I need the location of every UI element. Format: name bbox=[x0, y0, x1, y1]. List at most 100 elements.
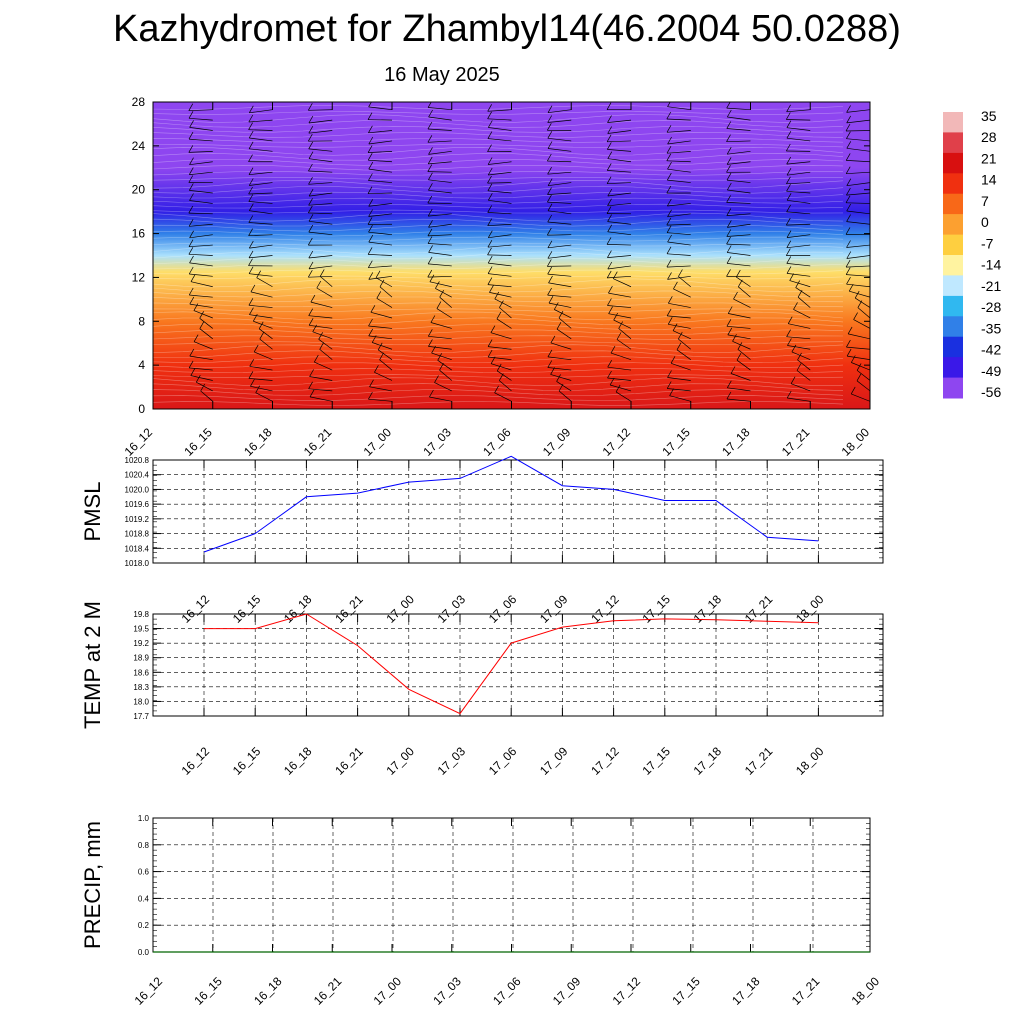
wind-barb bbox=[667, 315, 691, 319]
wind-barb-flag bbox=[786, 329, 791, 337]
wind-barb-flag bbox=[427, 121, 433, 130]
wind-barb bbox=[153, 390, 154, 391]
wind-barb bbox=[558, 390, 572, 402]
wind-barb-flag bbox=[248, 114, 254, 123]
wind-barb-flag bbox=[786, 390, 792, 399]
y-axis-title: TEMP at 2 M bbox=[80, 601, 105, 729]
wind-barb-flag bbox=[726, 236, 731, 245]
contour-line bbox=[153, 197, 844, 204]
wind-barb-flag bbox=[550, 367, 555, 375]
wind-barb-flag bbox=[368, 328, 374, 337]
wind-barb-flag bbox=[845, 227, 851, 235]
wind-barb bbox=[851, 362, 870, 371]
wind-barb bbox=[726, 107, 751, 111]
wind-barb bbox=[547, 148, 572, 152]
wind-barb-flag bbox=[307, 134, 313, 142]
wind-barb-flag bbox=[189, 255, 194, 264]
wind-barb bbox=[248, 171, 273, 176]
wind-barb-flag bbox=[428, 220, 433, 228]
wind-barb bbox=[795, 287, 811, 298]
contour-line bbox=[153, 218, 844, 227]
wind-barb-flag bbox=[248, 105, 254, 113]
wind-barb-flag bbox=[193, 334, 199, 342]
wind-barb bbox=[678, 276, 691, 288]
wind-barb bbox=[308, 170, 333, 173]
wind-barb bbox=[668, 323, 691, 329]
y-tick-label: 1019.2 bbox=[125, 515, 150, 524]
colorbar-swatch bbox=[943, 234, 963, 256]
wind-barb-flag bbox=[606, 270, 612, 279]
wind-barb bbox=[428, 223, 452, 228]
wind-barb bbox=[308, 212, 333, 215]
wind-barb-flag bbox=[726, 229, 732, 237]
wind-barb bbox=[368, 213, 393, 217]
x-tick-label: 18_00 bbox=[793, 744, 827, 778]
wind-barb bbox=[607, 182, 632, 185]
wind-barb-flag bbox=[487, 255, 493, 264]
wind-barb bbox=[377, 349, 393, 360]
wind-barb bbox=[189, 262, 213, 267]
wind-barb bbox=[608, 292, 632, 298]
wind-barb-flag bbox=[308, 198, 313, 206]
wind-barb-flag bbox=[547, 203, 553, 211]
wind-barb bbox=[248, 119, 273, 123]
wind-barb-flag bbox=[189, 296, 195, 305]
wind-barb bbox=[673, 288, 691, 298]
wind-barb-flag bbox=[374, 365, 379, 373]
wind-barb bbox=[308, 119, 333, 124]
contour-lines bbox=[153, 105, 844, 406]
wind-barb bbox=[547, 210, 572, 215]
wind-barb bbox=[376, 298, 393, 308]
wind-barb bbox=[189, 355, 213, 361]
wind-barb bbox=[547, 109, 572, 114]
wind-barb-flag bbox=[845, 123, 851, 132]
wind-barb-flag bbox=[375, 270, 381, 278]
wind-barb bbox=[786, 127, 811, 131]
wind-barb-flag bbox=[308, 151, 314, 159]
wind-barb-flag bbox=[487, 131, 493, 139]
wind-barb bbox=[196, 381, 213, 392]
wind-barb bbox=[846, 210, 870, 215]
wind-barb-flag bbox=[667, 317, 673, 325]
wind-barb bbox=[738, 286, 751, 298]
x-tick-label: 17_03 bbox=[435, 592, 469, 626]
wind-barb-flag bbox=[845, 267, 851, 275]
wind-barb-flag bbox=[367, 153, 373, 161]
wind-barb-flag bbox=[666, 185, 672, 194]
wind-barb-flag bbox=[487, 111, 492, 119]
wind-barb-flag bbox=[248, 154, 253, 162]
x-tick-label: 16_12 bbox=[179, 592, 213, 626]
wind-barb-flag bbox=[726, 182, 732, 191]
wind-barb-flag bbox=[193, 303, 199, 311]
colorbar-label: 14 bbox=[981, 172, 997, 188]
wind-barb bbox=[791, 351, 811, 360]
wind-barb-flag bbox=[785, 248, 791, 256]
wind-barb bbox=[790, 383, 811, 392]
wind-barb-flag bbox=[131, 358, 135, 365]
wind-barb-flag bbox=[726, 147, 732, 155]
wind-barb bbox=[726, 213, 751, 216]
wind-barb-flag bbox=[250, 379, 255, 387]
wind-barb-flag bbox=[129, 197, 133, 204]
wind-barb bbox=[846, 221, 870, 225]
colorbar-swatch bbox=[943, 173, 963, 195]
wind-barb bbox=[368, 130, 393, 134]
wind-barb-flag bbox=[547, 187, 552, 195]
wind-barb bbox=[189, 171, 213, 175]
wind-barb-flag bbox=[666, 172, 672, 181]
wind-barb bbox=[849, 290, 870, 298]
wind-barb-flag bbox=[487, 120, 493, 128]
wind-barb-flag bbox=[308, 261, 314, 270]
wind-barb bbox=[153, 255, 154, 256]
contour-line bbox=[153, 212, 844, 222]
colorbar-label: -56 bbox=[981, 384, 1001, 400]
wind-barb-flag bbox=[494, 385, 499, 393]
wind-barb-flag bbox=[129, 123, 133, 130]
wind-barb bbox=[732, 340, 751, 350]
wind-barb bbox=[846, 119, 870, 124]
wind-barb bbox=[613, 319, 632, 329]
wind-barb bbox=[607, 140, 632, 143]
wind-barb bbox=[797, 359, 811, 371]
contour-line bbox=[153, 138, 844, 143]
wind-barb-flag bbox=[606, 237, 612, 245]
